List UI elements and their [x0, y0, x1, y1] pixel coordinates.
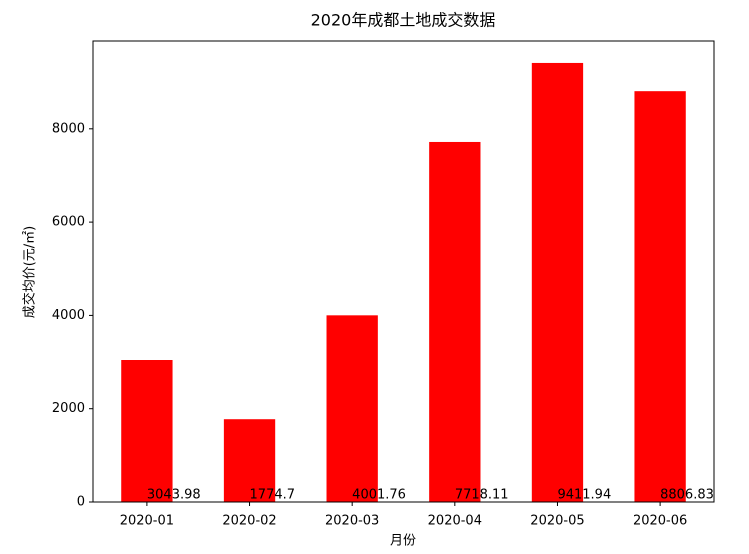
x-tick-label: 2020-06	[633, 514, 687, 529]
data-label: 9411.94	[557, 488, 611, 503]
y-tick-label: 6000	[52, 215, 85, 230]
bar	[531, 62, 584, 502]
data-label: 1774.7	[250, 488, 296, 503]
x-tick-label: 2020-02	[222, 514, 276, 529]
bar	[223, 419, 276, 502]
chart-title: 2020年成都土地成交数据	[311, 11, 496, 30]
y-tick-label: 2000	[52, 401, 85, 416]
data-label: 8806.83	[660, 488, 714, 503]
bar	[326, 315, 378, 502]
plot-frame	[92, 40, 715, 503]
bar	[429, 141, 481, 502]
y-tick-label: 0	[77, 495, 85, 510]
x-tick-label: 2020-01	[120, 514, 174, 529]
y-tick-label: 4000	[52, 308, 85, 323]
data-label: 4001.76	[352, 488, 406, 503]
bar	[121, 360, 173, 502]
data-label: 3043.98	[147, 488, 201, 503]
y-axis-label: 成交均价(元/㎡)	[22, 226, 38, 319]
x-tick-label: 2020-04	[428, 514, 482, 529]
x-tick-label: 2020-03	[325, 514, 379, 529]
x-axis-label: 月份	[390, 534, 416, 549]
x-tick-label: 2020-05	[530, 514, 584, 529]
y-tick-label: 8000	[52, 121, 85, 136]
bar	[634, 91, 686, 502]
data-label: 7718.11	[455, 488, 509, 503]
